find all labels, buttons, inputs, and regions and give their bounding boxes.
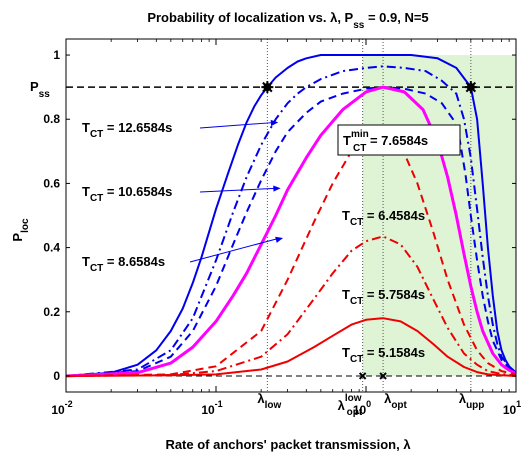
annotation-arrow-2 xyxy=(189,236,284,263)
annotation-6: TCT = 5.1584s xyxy=(342,345,425,365)
lambda-label-1: λlow opt xyxy=(338,393,363,418)
x-tick-label-2: 100 xyxy=(353,399,371,417)
annotation-arrow-0 xyxy=(199,119,279,129)
lambda-label-0: λlow xyxy=(257,391,281,411)
y-tick-label-3: 0.6 xyxy=(43,176,60,190)
pss-label: Pss xyxy=(30,79,50,100)
series-line-0 xyxy=(65,54,517,377)
lambda-label-3: λupp xyxy=(459,391,485,411)
x-tick-label-0: 10-2 xyxy=(51,399,72,417)
lambda-labels: λlow λlow opt λopt λupp xyxy=(257,391,484,418)
x-tick-label-3: 101 xyxy=(503,399,521,417)
series-line-3 xyxy=(65,85,517,378)
x-axis-label: Rate of anchors' packet transmission, λ xyxy=(165,437,411,452)
x-tick-label-1: 10-1 xyxy=(201,399,222,417)
series-line-1 xyxy=(65,65,517,377)
intersection-marker-1 xyxy=(464,81,477,94)
annotations-group: TCT = 12.6584s TCT = 10.6584s TCT = 8.6584… xyxy=(82,120,461,365)
series-line-6 xyxy=(65,317,517,377)
y-tick-label-4: 0.8 xyxy=(43,112,60,126)
annotation-3: Tmin CT = 7.6584s xyxy=(343,129,428,154)
y-axis-label: Ploc xyxy=(10,218,31,242)
optimal-region-shading xyxy=(362,55,516,376)
annotation-arrow-1 xyxy=(199,185,281,193)
annotation-0: TCT = 12.6584s xyxy=(82,120,172,140)
axis-marker-1 xyxy=(379,372,387,380)
annotation-5: TCT = 5.7584s xyxy=(342,287,425,307)
series-line-5 xyxy=(65,235,517,377)
annotation-4: TCT = 6.4584s xyxy=(342,208,425,228)
y-tick-label-0: 0 xyxy=(53,369,60,383)
intersection-marker-0 xyxy=(261,81,274,94)
axis-marker-0 xyxy=(358,372,367,380)
annotation-2: TCT = 8.6584s xyxy=(82,254,165,274)
annotation-box xyxy=(337,124,461,156)
chart-title: Probability of localization vs. λ, Pss =… xyxy=(147,10,428,31)
y-tick-label-5: 1 xyxy=(53,48,60,62)
annotation-1: TCT = 10.6584s xyxy=(82,184,172,204)
y-tick-label-2: 0.4 xyxy=(43,241,60,255)
plot-frame xyxy=(65,38,517,393)
vertical-guides xyxy=(266,39,472,392)
arrows-group xyxy=(189,119,284,263)
lambda-label-2: λopt xyxy=(384,391,407,411)
y-tick-label-1: 0.2 xyxy=(43,305,60,319)
axis-ticks: 0 0.2 0.4 0.6 0.8 1 10-2 10-1 100 101 xyxy=(43,39,521,417)
markers-group xyxy=(261,81,477,380)
series-group xyxy=(65,54,517,378)
